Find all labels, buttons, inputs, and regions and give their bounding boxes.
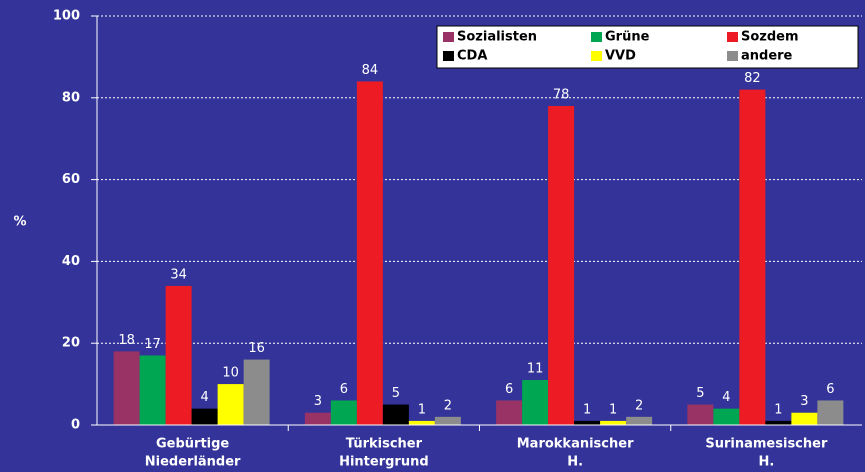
- data-label: 5: [696, 386, 704, 401]
- x-tick-label: Marokkanischer: [517, 437, 634, 452]
- x-tick-label: Hintergrund: [339, 455, 429, 470]
- bar: [113, 351, 140, 425]
- x-tick-label: Surinamesischer: [705, 437, 828, 452]
- data-label: 1: [583, 402, 591, 417]
- bar: [243, 359, 270, 425]
- data-label: 4: [722, 390, 730, 405]
- bar: [687, 404, 714, 425]
- legend-swatch: [591, 51, 602, 61]
- y-tick-label: 100: [53, 9, 80, 24]
- data-label: 78: [553, 87, 570, 102]
- x-tick-label: Türkischer: [346, 437, 423, 452]
- bar: [626, 416, 653, 425]
- bar: [496, 400, 523, 425]
- x-tick-label: Niederländer: [145, 455, 241, 470]
- y-axis-label: %: [13, 215, 26, 230]
- data-label: 1: [774, 402, 782, 417]
- data-label: 1: [418, 402, 426, 417]
- data-label: 11: [527, 362, 544, 377]
- x-tick-label: Gebürtige: [156, 437, 229, 452]
- legend-box: [436, 25, 859, 69]
- bar: [382, 404, 409, 425]
- data-label: 2: [635, 398, 643, 413]
- bar: [139, 355, 166, 425]
- legend-swatch: [443, 32, 454, 42]
- legend-swatch: [727, 51, 738, 61]
- legend-label: Sozialisten: [457, 30, 537, 45]
- y-tick-label: 60: [62, 172, 80, 187]
- data-label: 34: [170, 267, 187, 282]
- data-label: 18: [118, 333, 135, 348]
- legend-label: CDA: [457, 49, 487, 64]
- data-label: 82: [744, 71, 761, 86]
- data-label: 16: [248, 341, 265, 356]
- bar: [217, 384, 244, 425]
- bar: [191, 408, 218, 425]
- y-tick-label: 40: [62, 254, 80, 269]
- bar: [165, 285, 192, 425]
- legend-swatch: [591, 32, 602, 42]
- bar: [791, 412, 818, 425]
- bar: [817, 400, 844, 425]
- data-label: 6: [826, 382, 834, 397]
- data-label: 4: [200, 390, 208, 405]
- legend-label: Grüne: [605, 30, 650, 45]
- y-tick-label: 0: [71, 418, 80, 433]
- legend-label: Sozdem: [741, 30, 799, 45]
- y-tick-label: 20: [62, 336, 80, 351]
- data-label: 1: [609, 402, 617, 417]
- bar: [600, 420, 627, 425]
- y-tick-label: 80: [62, 90, 80, 105]
- bar: [739, 89, 766, 426]
- bar: [522, 380, 549, 425]
- bar: [765, 420, 792, 425]
- data-label: 2: [444, 398, 452, 413]
- data-label: 6: [505, 382, 513, 397]
- x-tick-label: H.: [758, 455, 774, 470]
- bar: [304, 412, 331, 425]
- data-label: 84: [362, 63, 379, 78]
- data-label: 3: [314, 394, 322, 409]
- data-label: 17: [144, 337, 161, 352]
- legend-label: VVD: [605, 49, 636, 64]
- bar: [434, 416, 461, 425]
- bar: [408, 420, 435, 425]
- legend-swatch: [443, 51, 454, 61]
- bar: [548, 105, 575, 425]
- data-label: 5: [392, 386, 400, 401]
- bar: [713, 408, 740, 425]
- bar: [356, 81, 383, 425]
- data-label: 3: [800, 394, 808, 409]
- legend-swatch: [727, 32, 738, 42]
- data-label: 6: [340, 382, 348, 397]
- bar: [574, 420, 601, 425]
- bar: [330, 400, 357, 425]
- legend-label: andere: [741, 49, 793, 64]
- data-label: 10: [222, 366, 239, 381]
- x-tick-label: H.: [567, 455, 583, 470]
